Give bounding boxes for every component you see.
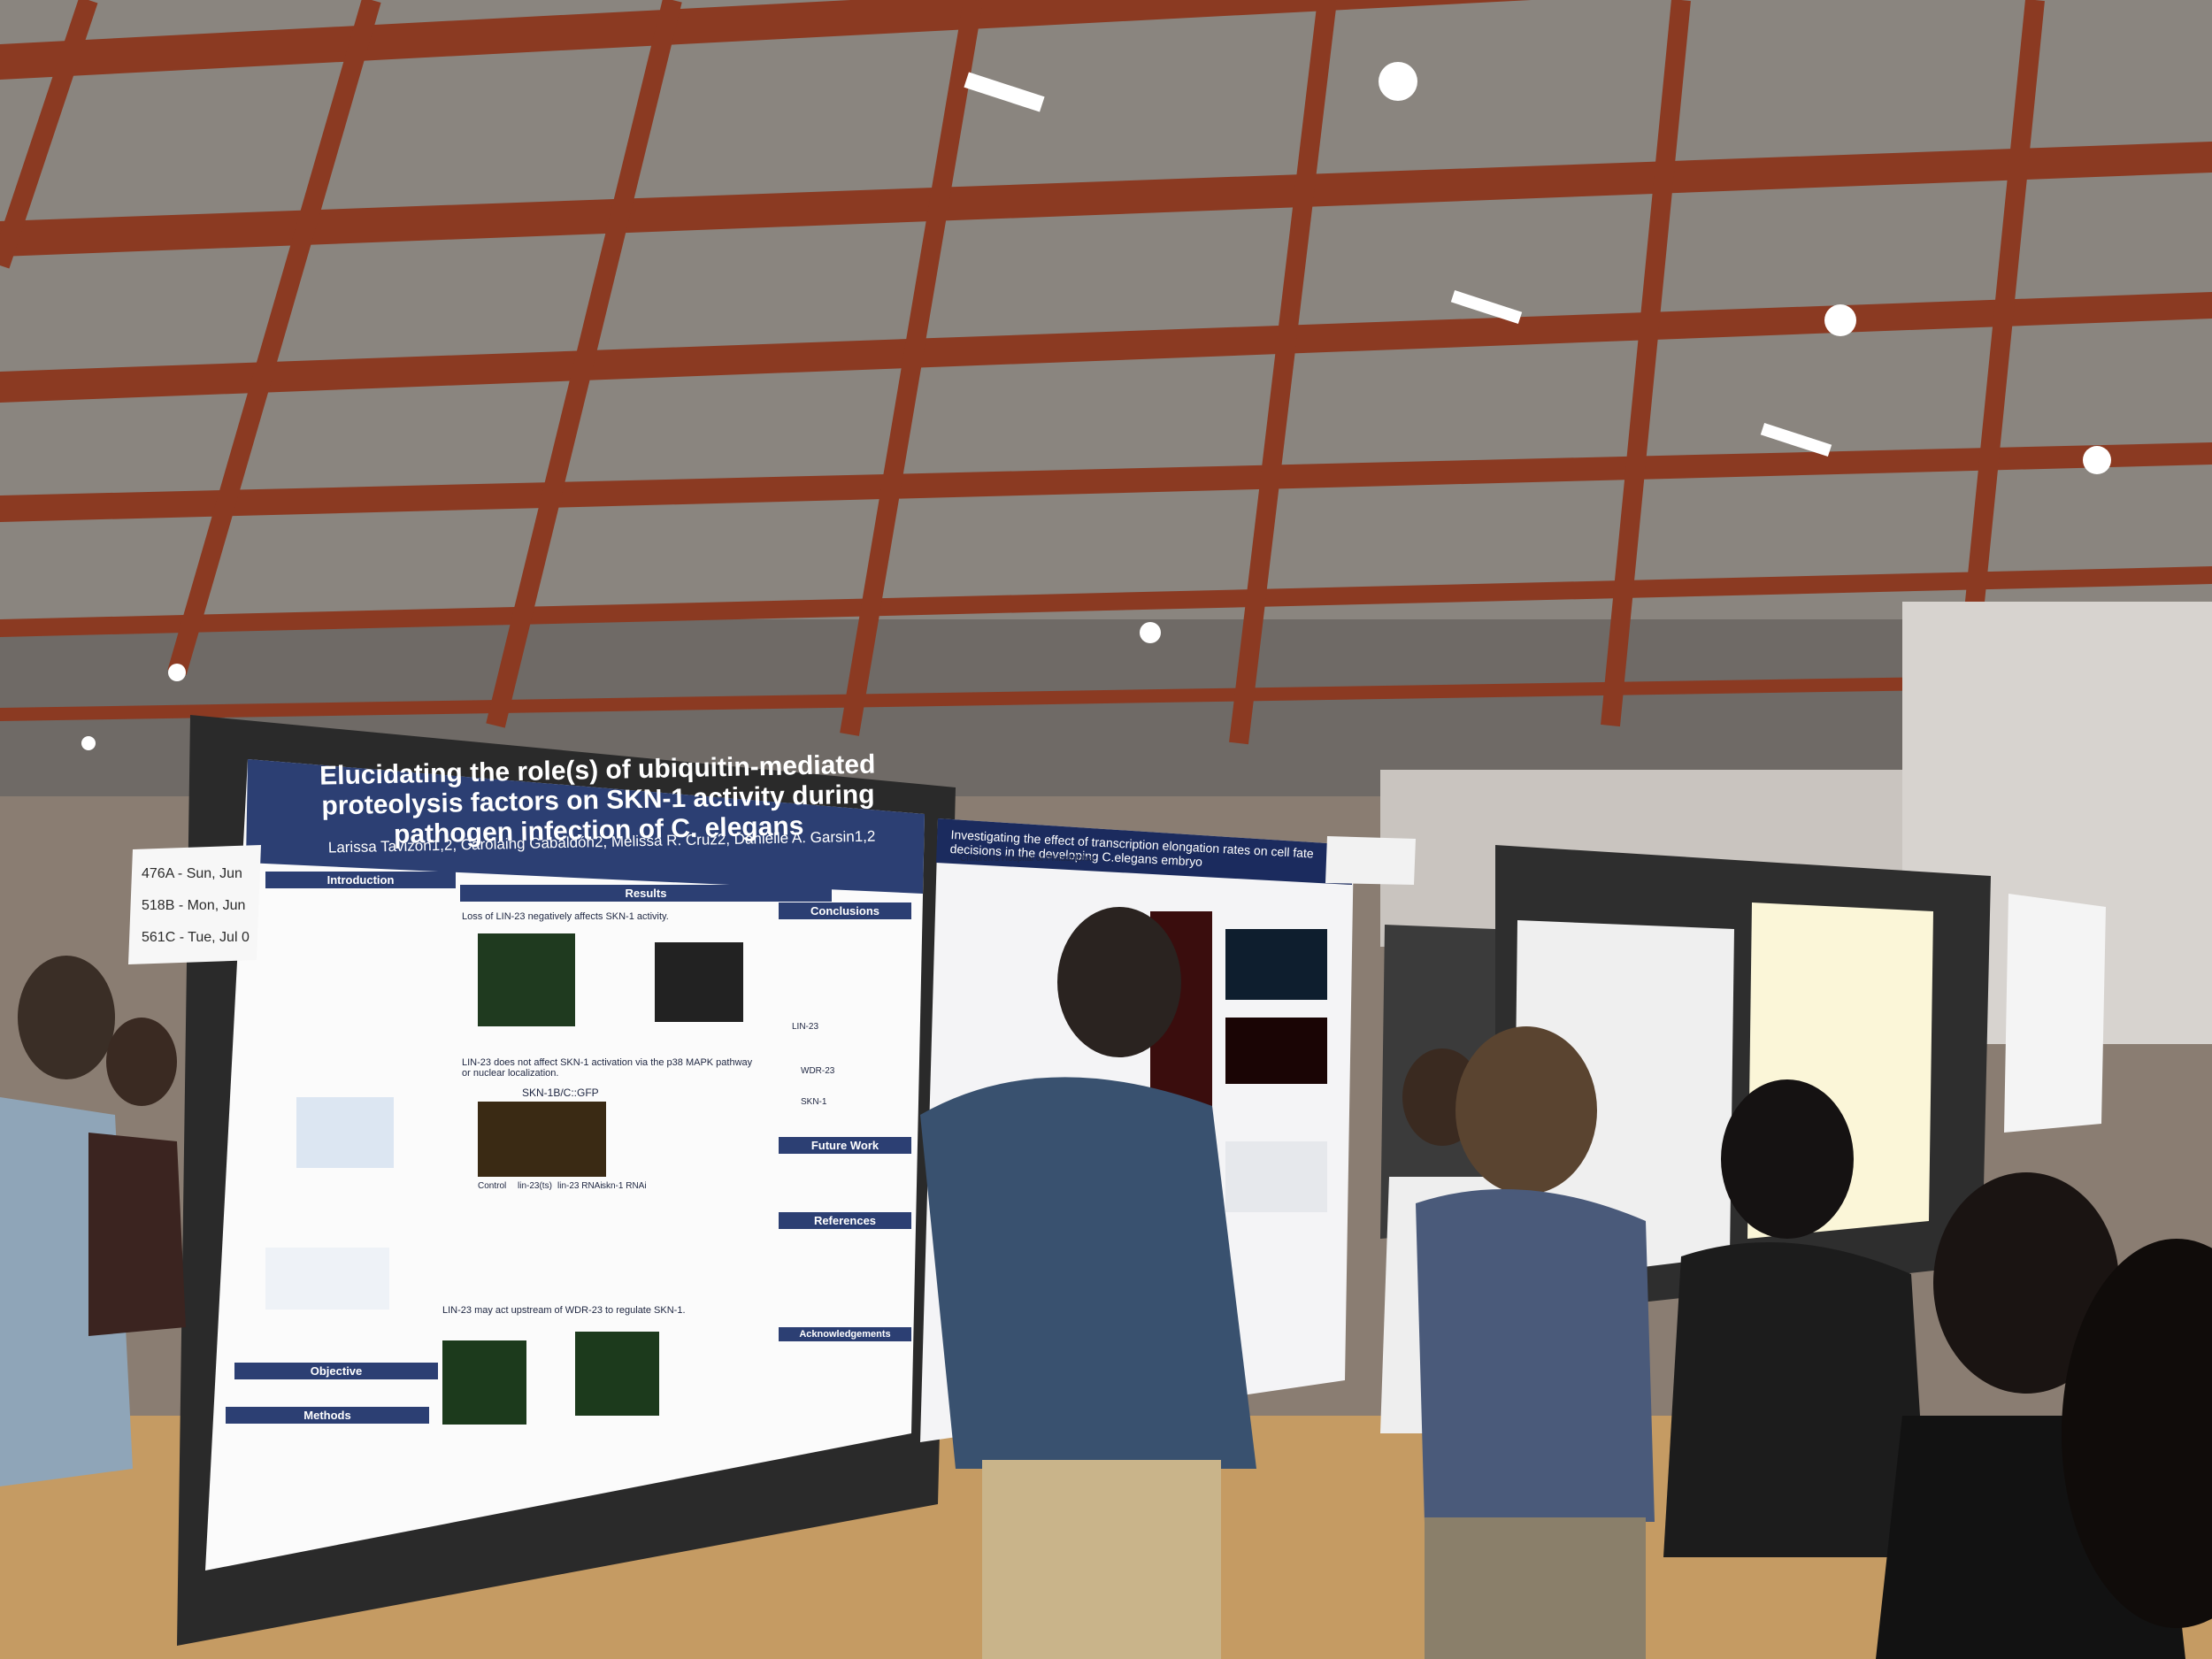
poster-left-figure-label: SKN-1B/C::GFP	[522, 1087, 599, 1099]
poster-left-results-heading: Results	[460, 885, 832, 902]
schedule-line-1: 476A - Sun, Jun	[142, 866, 242, 881]
poster-left-future-work-heading: Future Work	[779, 1137, 911, 1154]
poster-left-condition-2: lin-23(ts)	[518, 1181, 552, 1191]
poster-left-condition-4: skn-1 RNAi	[602, 1181, 647, 1191]
poster-left-node-1: LIN-23	[792, 1022, 819, 1032]
schedule-card-left	[128, 845, 261, 964]
people	[0, 907, 2212, 1659]
ceiling-lights	[81, 62, 2111, 750]
poster-left-methods-heading: Methods	[226, 1407, 429, 1424]
poster-left-node-2: WDR-23	[801, 1066, 835, 1076]
schedule-line-2: 518B - Mon, Jun	[142, 898, 246, 913]
poster-far-right-2	[2004, 894, 2106, 1133]
poster-left-result-1: Loss of LIN-23 negatively affects SKN-1 …	[462, 911, 669, 922]
poster-left-conclusions-heading: Conclusions	[779, 902, 911, 919]
poster-left-node-3: SKN-1	[801, 1097, 827, 1107]
schedule-card: 476A - Sun, Jun 518B - Mon, Jun 561C - T…	[142, 858, 257, 954]
poster-right-paper	[1513, 920, 1734, 1283]
poster-left-objective-heading: Objective	[234, 1363, 438, 1379]
schedule-card-middle	[1325, 836, 1416, 885]
poster-middle-header	[936, 818, 1354, 885]
poster-left-condition-1: Control	[478, 1181, 507, 1191]
ceiling-cross-beams	[0, 0, 2045, 745]
poster-left-result-3: LIN-23 may act upstream of WDR-23 to reg…	[442, 1305, 686, 1316]
poster-left-acknowledgements-heading: Acknowledgements	[779, 1327, 911, 1341]
poster-left-condition-3: lin-23 RNAi	[557, 1181, 603, 1191]
poster-middle-institution: Children's Hospital of Philadelphia	[960, 854, 1094, 864]
poster-left-references-heading: References	[779, 1212, 911, 1229]
schedule-line-3: 561C - Tue, Jul 0	[142, 930, 250, 945]
poster-left-figures	[265, 933, 743, 1425]
poster-left-result-2: LIN-23 does not affect SKN-1 activation …	[462, 1057, 753, 1079]
poster-left-introduction-heading: Introduction	[265, 872, 456, 888]
poster-left-header	[246, 759, 925, 894]
